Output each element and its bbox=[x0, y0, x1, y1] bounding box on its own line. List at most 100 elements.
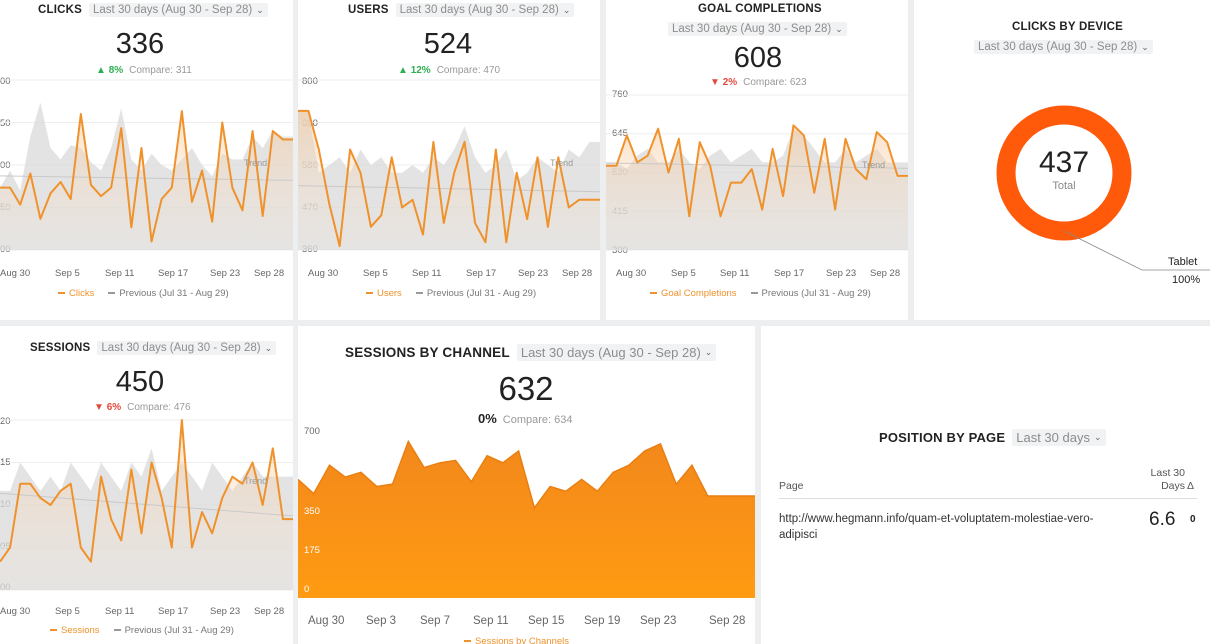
goal-completions-chart bbox=[606, 94, 908, 251]
donut-total: 437 bbox=[1038, 146, 1090, 179]
arrow-up-icon: ▲ bbox=[398, 65, 411, 76]
y-tick: 0 bbox=[304, 584, 310, 595]
compare-text: Compare: 470 bbox=[436, 65, 501, 76]
date-range-label: Last 30 days bbox=[1016, 430, 1090, 445]
arrow-down-icon: ▼ bbox=[710, 77, 723, 88]
x-tick: Sep 17 bbox=[466, 268, 497, 279]
date-range-label: Last 30 days (Aug 30 - Sep 28) bbox=[520, 345, 701, 360]
col-header-delta[interactable]: Δ bbox=[1187, 480, 1195, 492]
legend-previous[interactable]: Previous (Jul 31 - Aug 29) bbox=[113, 625, 234, 636]
legend-previous[interactable]: Previous (Jul 31 - Aug 29) bbox=[108, 288, 229, 299]
change-percent: 6% bbox=[106, 402, 122, 413]
change-percent: 2% bbox=[722, 77, 738, 88]
x-tick: Sep 28 bbox=[254, 268, 285, 279]
date-range-select[interactable]: Last 30 days (Aug 30 - Sep 28) ⌄ bbox=[395, 3, 575, 17]
current-series-area bbox=[0, 111, 293, 251]
x-tick: Sep 17 bbox=[774, 268, 805, 279]
trend-line bbox=[606, 162, 908, 169]
x-tick: Aug 30 bbox=[0, 606, 31, 617]
compare-text: Compare: 623 bbox=[743, 77, 807, 88]
x-tick: Sep 23 bbox=[640, 615, 677, 627]
page-url[interactable]: http://www.hegmann.info/quam-et-voluptat… bbox=[779, 513, 1094, 541]
x-tick: Sep 23 bbox=[826, 268, 857, 279]
x-tick: Sep 28 bbox=[870, 268, 901, 279]
legend-current[interactable]: Clicks bbox=[58, 288, 94, 299]
slice-percent: 100% bbox=[1172, 274, 1201, 286]
widget-title: CLICKS bbox=[38, 4, 83, 16]
sessions-by-channel-chart bbox=[298, 439, 755, 598]
x-tick: Sep 28 bbox=[254, 606, 285, 617]
legend-current[interactable]: Goal Completions bbox=[650, 288, 737, 299]
trend-line bbox=[298, 185, 600, 193]
chevron-down-icon: ⌄ bbox=[704, 347, 713, 357]
x-tick: Aug 30 bbox=[308, 615, 345, 627]
goal-header: GOAL COMPLETIONS bbox=[698, 3, 822, 15]
donut-total-label: Total bbox=[1052, 180, 1076, 192]
legend: Sessions by Channels bbox=[464, 636, 569, 644]
col-header-value[interactable]: Last 30 Days bbox=[1150, 467, 1185, 492]
legend: Users Previous (Jul 31 - Aug 29) bbox=[366, 288, 536, 299]
x-tick: Sep 17 bbox=[158, 268, 189, 279]
legend-current[interactable]: Sessions by Channels bbox=[464, 636, 569, 644]
chevron-down-icon: ⌄ bbox=[1141, 41, 1149, 52]
sessions-by-channel-widget: SESSIONS BY CHANNEL Last 30 days (Aug 30… bbox=[298, 326, 755, 644]
legend-current[interactable]: Sessions bbox=[50, 625, 100, 636]
date-range-label: Last 30 days (Aug 30 - Sep 28) bbox=[101, 342, 261, 354]
date-range-label: Last 30 days (Aug 30 - Sep 28) bbox=[93, 4, 253, 16]
date-range-select[interactable]: Last 30 days ⌄ bbox=[1012, 429, 1106, 446]
date-range-select[interactable]: Last 30 days (Aug 30 - Sep 28) ⌄ bbox=[97, 341, 277, 355]
goal-range-row: Last 30 days (Aug 30 - Sep 28) ⌄ bbox=[668, 22, 847, 36]
kpi-change: ▼ 2% Compare: 623 bbox=[710, 77, 807, 88]
col-header-page[interactable]: Page bbox=[779, 480, 804, 492]
x-tick: Sep 23 bbox=[210, 606, 241, 617]
widget-title: SESSIONS BY CHANNEL bbox=[345, 345, 510, 360]
compare-text: Compare: 634 bbox=[502, 414, 573, 426]
date-range-select[interactable]: Last 30 days (Aug 30 - Sep 28) ⌄ bbox=[974, 40, 1153, 54]
date-range-select[interactable]: Last 30 days (Aug 30 - Sep 28) ⌄ bbox=[89, 3, 268, 17]
widget-title: SESSIONS bbox=[30, 342, 91, 354]
legend: Sessions Previous (Jul 31 - Aug 29) bbox=[50, 625, 234, 636]
x-tick: Aug 30 bbox=[616, 268, 647, 279]
legend-previous[interactable]: Previous (Jul 31 - Aug 29) bbox=[415, 288, 536, 299]
legend: Goal Completions Previous (Jul 31 - Aug … bbox=[650, 288, 871, 299]
x-tick: Sep 5 bbox=[671, 268, 696, 279]
widget-title: POSITION BY PAGE bbox=[879, 430, 1006, 445]
date-range-label: Last 30 days (Aug 30 - Sep 28) bbox=[978, 41, 1138, 53]
device-header: CLICKS BY DEVICE bbox=[1012, 21, 1123, 33]
y-tick: 350 bbox=[304, 506, 320, 517]
current-series-line bbox=[298, 109, 600, 248]
table-row[interactable]: http://www.hegmann.info/quam-et-voluptat… bbox=[779, 509, 1199, 551]
change-percent: 0% bbox=[478, 411, 497, 426]
y-tick: 50 bbox=[0, 118, 11, 129]
widget-title: GOAL COMPLETIONS bbox=[698, 3, 822, 15]
x-tick: Sep 17 bbox=[158, 606, 189, 617]
date-range-select[interactable]: Last 30 days (Aug 30 - Sep 28) ⌄ bbox=[668, 22, 847, 36]
kpi-change: 0% Compare: 634 bbox=[478, 411, 573, 426]
current-series-line bbox=[606, 124, 908, 218]
slice-leader-line bbox=[1063, 230, 1210, 271]
y-tick: 525 bbox=[304, 466, 320, 477]
chevron-down-icon: ⌄ bbox=[1093, 432, 1102, 442]
legend-previous[interactable]: Previous (Jul 31 - Aug 29) bbox=[750, 288, 871, 299]
kpi-value: 632 bbox=[498, 370, 554, 407]
trend-line bbox=[0, 175, 293, 181]
clicks-widget: CLICKS Last 30 days (Aug 30 - Sep 28) ⌄ 3… bbox=[0, 0, 293, 320]
current-series-line bbox=[0, 419, 293, 563]
sessions-header: SESSIONS Last 30 days (Aug 30 - Sep 28) ⌄ bbox=[30, 341, 277, 355]
date-range-select[interactable]: Last 30 days (Aug 30 - Sep 28) ⌄ bbox=[516, 344, 717, 361]
x-tick: Sep 7 bbox=[420, 615, 451, 627]
change-percent: 8% bbox=[108, 65, 124, 76]
users-header: USERS Last 30 days (Aug 30 - Sep 28) ⌄ bbox=[348, 3, 575, 17]
trend-label: Trend bbox=[862, 160, 886, 170]
date-range-label: Last 30 days (Aug 30 - Sep 28) bbox=[672, 23, 832, 35]
x-tick: Aug 30 bbox=[308, 268, 339, 279]
users-widget: USERS Last 30 days (Aug 30 - Sep 28) ⌄ 52… bbox=[298, 0, 600, 320]
slice-label: Tablet bbox=[1168, 256, 1198, 268]
channel-line bbox=[298, 439, 755, 510]
kpi-change: ▲ 8% Compare: 311 bbox=[96, 65, 192, 76]
legend-current[interactable]: Users bbox=[366, 288, 402, 299]
sessions-chart bbox=[0, 419, 293, 591]
current-series-line bbox=[0, 110, 293, 243]
change-percent: 12% bbox=[410, 65, 431, 76]
chevron-down-icon: ⌄ bbox=[264, 342, 273, 353]
